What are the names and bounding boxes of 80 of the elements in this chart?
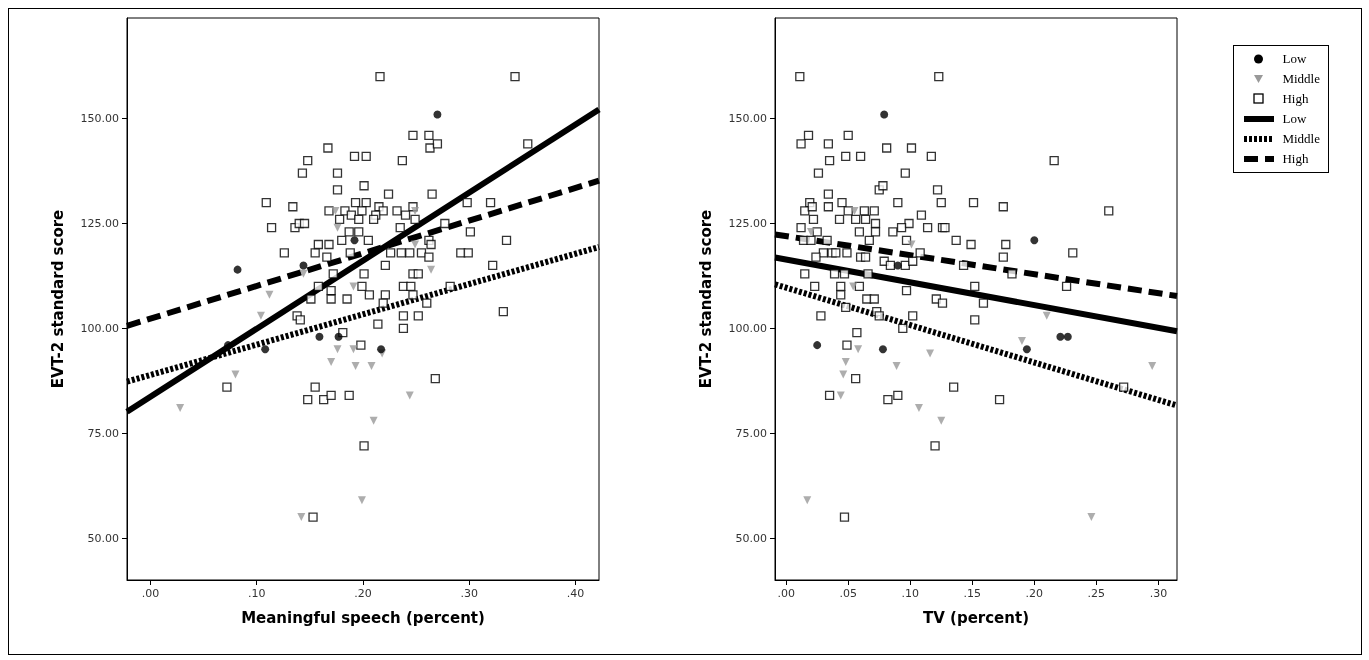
point <box>405 391 414 400</box>
x-tick-label: .40 <box>566 587 585 600</box>
point <box>806 227 815 236</box>
point <box>907 240 916 249</box>
point <box>327 357 336 366</box>
point <box>351 362 360 371</box>
point <box>233 265 242 274</box>
point <box>892 362 901 371</box>
y-tick-label: 100.00 <box>80 321 119 335</box>
legend-label: Low <box>1282 50 1307 68</box>
point <box>297 513 306 522</box>
point <box>433 110 442 119</box>
point <box>299 269 308 278</box>
x-axis-title: Meaningful speech (percent) <box>241 608 485 627</box>
y-tick-label: 125.00 <box>728 217 767 231</box>
point <box>350 236 359 245</box>
point <box>880 110 889 119</box>
point <box>1017 336 1026 345</box>
y-tick-label: 75.00 <box>87 426 119 440</box>
point <box>836 391 845 400</box>
y-axis-title: EVT-2 standard score <box>48 209 67 389</box>
point <box>854 345 863 354</box>
x-tick-label: .00 <box>777 587 795 600</box>
point <box>333 223 342 232</box>
point <box>850 206 859 215</box>
y-tick-label: 100.00 <box>728 321 767 335</box>
point <box>333 345 342 354</box>
point <box>914 404 923 413</box>
y-tick-label: 75.00 <box>735 426 767 440</box>
point <box>367 362 376 371</box>
legend-label: Middle <box>1282 130 1320 148</box>
point <box>1022 345 1031 354</box>
y-tick-label: 150.00 <box>728 112 767 126</box>
point <box>261 345 270 354</box>
legend-label: Low <box>1282 110 1307 128</box>
x-tick-label: .20 <box>1025 587 1044 600</box>
point <box>1056 332 1065 341</box>
point <box>357 496 366 505</box>
point <box>1030 236 1039 245</box>
point <box>377 345 386 354</box>
point <box>334 332 343 341</box>
x-tick-label: .30 <box>1149 587 1168 600</box>
y-tick-label: 50.00 <box>87 531 119 545</box>
legend-label: Middle <box>1282 70 1320 88</box>
point <box>878 345 887 354</box>
point <box>176 404 185 413</box>
y-tick-label: 50.00 <box>735 531 767 545</box>
x-tick-label: .15 <box>963 587 982 600</box>
point <box>1063 332 1072 341</box>
legend-label: High <box>1282 90 1309 108</box>
point <box>265 290 274 299</box>
point <box>299 261 308 270</box>
x-axis-title: TV (percent) <box>923 608 1029 627</box>
x-tick-label: .00 <box>141 587 160 600</box>
point <box>813 341 822 350</box>
point <box>349 345 358 354</box>
legend-label: High <box>1282 150 1309 168</box>
y-axis-title: EVT-2 standard score <box>696 209 715 389</box>
point <box>839 370 848 379</box>
x-tick-label: .20 <box>354 587 372 600</box>
point <box>411 240 420 249</box>
point <box>803 496 812 505</box>
x-tick-label: .25 <box>1087 587 1106 600</box>
point <box>427 265 436 274</box>
point <box>849 282 858 291</box>
point <box>331 206 340 215</box>
x-tick-label: .05 <box>839 587 857 600</box>
point <box>256 311 265 320</box>
point <box>893 261 902 270</box>
point <box>231 370 240 379</box>
x-tick-label: .10 <box>901 587 919 600</box>
point <box>1148 362 1157 371</box>
point <box>349 282 358 291</box>
point <box>1087 513 1096 522</box>
x-tick-label: .30 <box>460 587 479 600</box>
point <box>411 206 420 215</box>
point <box>315 332 324 341</box>
y-tick-label: 125.00 <box>80 217 119 231</box>
x-tick-label: .10 <box>247 587 266 600</box>
y-tick-label: 150.00 <box>80 112 119 126</box>
